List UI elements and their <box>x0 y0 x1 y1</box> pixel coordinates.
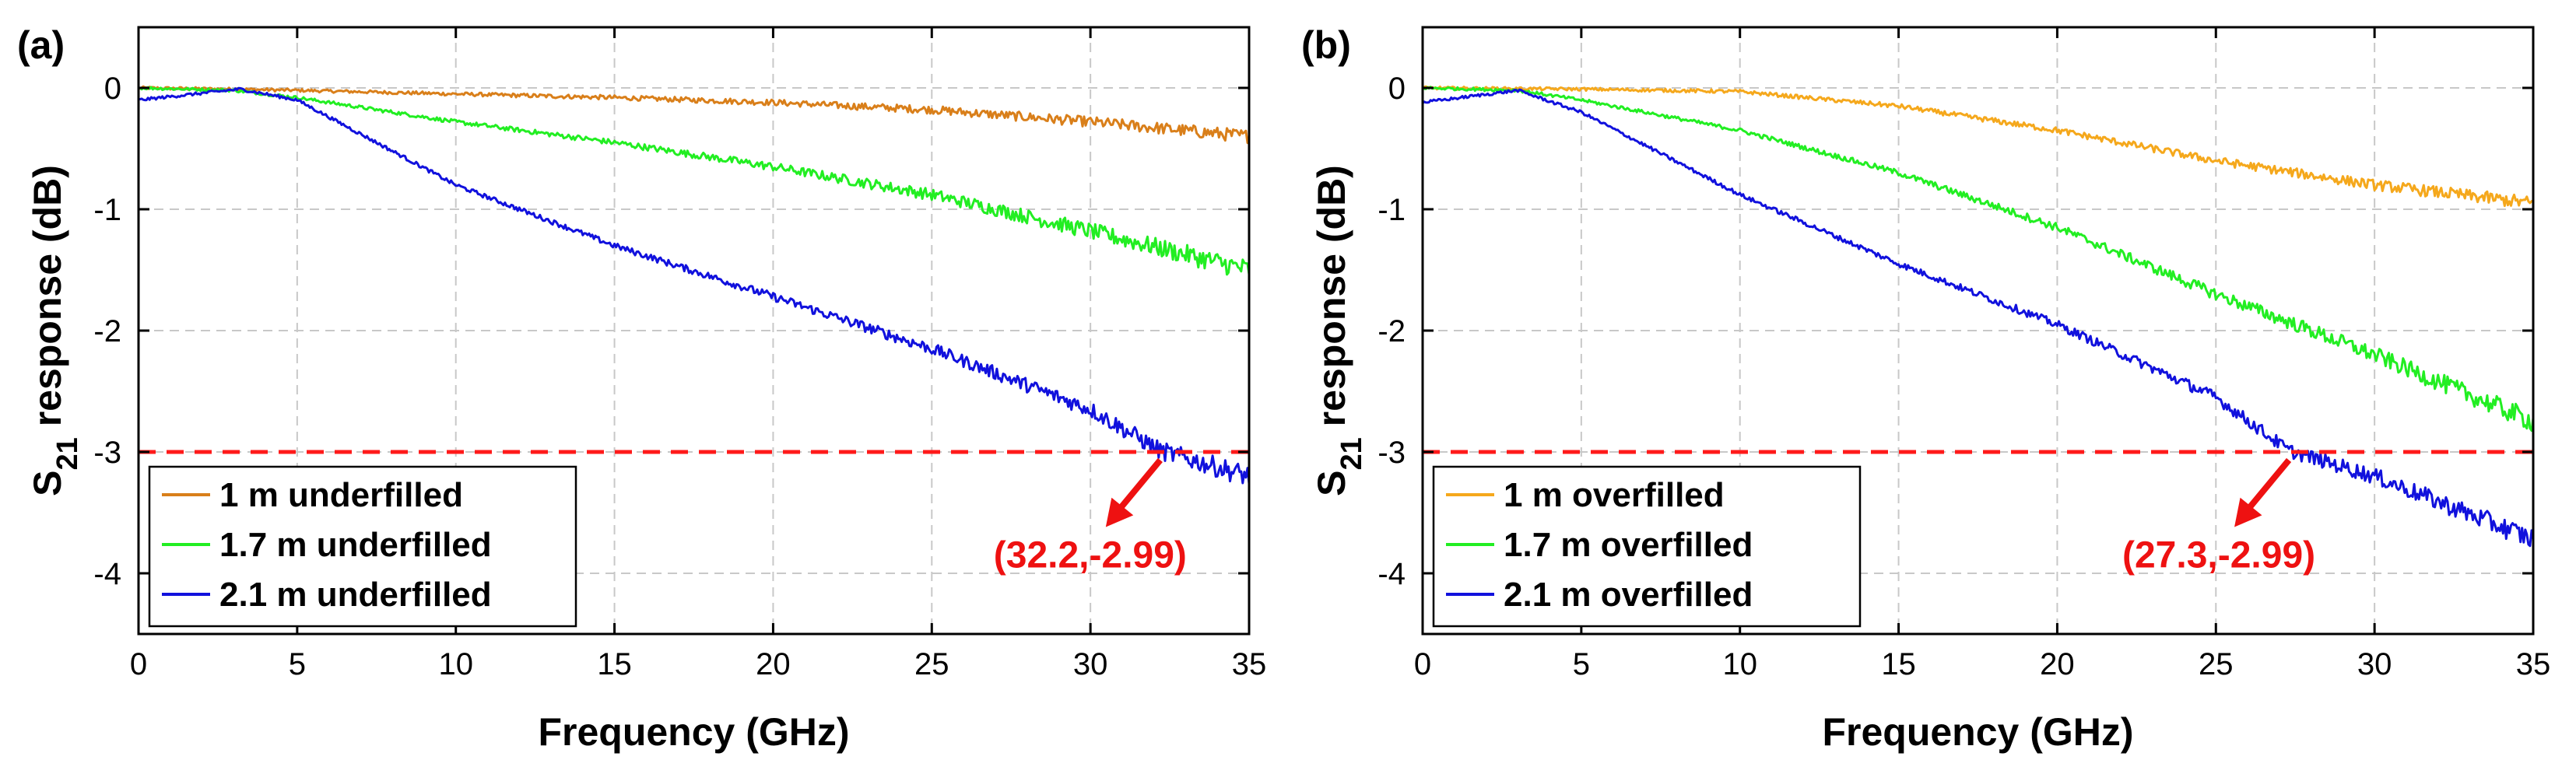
chart-panel-b: (b) 0 5 10 15 20 25 30 35 0 -1 -2 -3 -4 Frequency (… <box>1301 23 2550 754</box>
arrow-head <box>1105 497 1134 527</box>
x-tick-label: 15 <box>1881 647 1916 681</box>
x-ticks-b: 0 5 10 15 20 25 30 35 <box>1414 27 2550 681</box>
legend-b: 1 m overfilled 1.7 m overfilled 2.1 m ov… <box>1432 465 1862 628</box>
chart-panel-a: (a) 0 5 10 15 20 25 30 35 0 -1 -2 -3 -4 Frequency (… <box>17 23 1266 754</box>
x-tick-label: 25 <box>2199 647 2234 681</box>
x-tick-label: 0 <box>1414 647 1431 681</box>
y-tick-label: -2 <box>1377 314 1406 348</box>
series-group-b <box>1421 85 2535 548</box>
series-line-1 <box>1422 85 2534 208</box>
series-line-3 <box>139 86 1251 485</box>
legend-label: 2.1 m overfilled <box>1504 576 1753 614</box>
annotation-label-b: (27.3,-2.99) <box>2122 534 2315 576</box>
legend-entry: 2.1 m overfilled <box>1446 576 1753 614</box>
x-tick-label: 20 <box>2040 647 2075 681</box>
x-tick-label: 25 <box>914 647 949 681</box>
x-tick-label: 35 <box>2516 647 2551 681</box>
y-axis-label-b: S21 response (dB) <box>1310 165 1368 496</box>
y-label-rest-a: response (dB) <box>26 165 69 437</box>
y-label-sub-b: 21 <box>1335 437 1368 470</box>
legend-label: 1.7 m overfilled <box>1504 526 1753 564</box>
x-tick-label: 5 <box>289 647 306 681</box>
arrow-shaft <box>1112 457 1163 517</box>
y-tick-label: -4 <box>93 557 121 591</box>
y-label-main-a: S <box>26 470 69 496</box>
legend-box-a <box>148 465 577 628</box>
legend-entry: 1 m overfilled <box>1446 476 1725 514</box>
y-tick-label: -3 <box>1377 436 1406 470</box>
legend-entry: 2.1 m underfilled <box>162 576 492 614</box>
legend-entry: 1.7 m overfilled <box>1446 526 1753 564</box>
legend-box-b <box>1432 465 1862 628</box>
series-line-2 <box>139 86 1251 276</box>
y-label-main-b: S <box>1310 470 1353 496</box>
legend-label: 1 m overfilled <box>1504 476 1725 514</box>
legend-label: 1.7 m underfilled <box>219 526 492 564</box>
arrow-shaft <box>2241 457 2292 517</box>
annotation-label-a: (32.2,-2.99) <box>994 534 1187 576</box>
panel-label-a: (a) <box>17 23 65 67</box>
y-ticks-a: 0 -1 -2 -3 -4 <box>93 72 1249 591</box>
x-axis-label-a: Frequency (GHz) <box>538 710 849 754</box>
y-axis-label-a: S21 response (dB) <box>26 165 84 496</box>
x-tick-label: 5 <box>1573 647 1590 681</box>
legend-label: 1 m underfilled <box>219 476 463 514</box>
x-ticks-a: 0 5 10 15 20 25 30 35 <box>130 27 1266 681</box>
y-tick-label: -1 <box>1377 193 1406 227</box>
legend-entry: 1.7 m underfilled <box>162 526 492 564</box>
legend-entry: 1 m underfilled <box>162 476 463 514</box>
x-tick-label: 30 <box>2357 647 2392 681</box>
y-tick-label: 0 <box>1388 72 1406 106</box>
y-label-rest-b: response (dB) <box>1310 165 1353 437</box>
series-line-3 <box>1421 88 2535 548</box>
legend-label: 2.1 m underfilled <box>219 576 492 614</box>
series-line-2 <box>1422 86 2535 433</box>
annotation-arrow-a <box>1105 457 1163 527</box>
y-tick-label: -3 <box>93 436 121 470</box>
arrow-head <box>2234 497 2262 527</box>
legend-a: 1 m underfilled 1.7 m underfilled 2.1 m … <box>148 465 577 628</box>
annotation-arrow-b <box>2234 457 2292 527</box>
series-line-1 <box>138 85 1250 145</box>
y-ticks-b: 0 -1 -2 -3 -4 <box>1377 72 2533 591</box>
y-tick-label: 0 <box>104 72 121 106</box>
x-tick-label: 0 <box>130 647 147 681</box>
y-tick-label: -1 <box>93 193 121 227</box>
x-tick-label: 30 <box>1073 647 1108 681</box>
x-tick-label: 10 <box>438 647 473 681</box>
series-group-a <box>138 85 1251 485</box>
y-label-sub-a: 21 <box>51 437 84 470</box>
y-tick-label: -2 <box>93 314 121 348</box>
x-tick-label: 10 <box>1722 647 1757 681</box>
x-tick-label: 20 <box>756 647 791 681</box>
x-tick-label: 15 <box>597 647 632 681</box>
panel-label-b: (b) <box>1301 23 1351 67</box>
y-tick-label: -4 <box>1377 557 1406 591</box>
x-tick-label: 35 <box>1232 647 1267 681</box>
x-axis-label-b: Frequency (GHz) <box>1822 710 2133 754</box>
